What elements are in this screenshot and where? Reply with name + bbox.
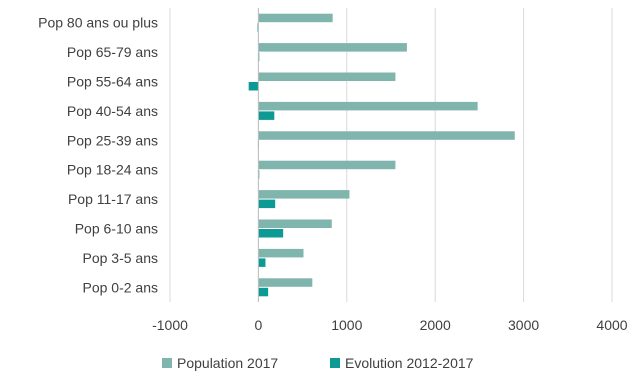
- legend-label-evolution-2012-2017: Evolution 2012-2017: [345, 355, 474, 371]
- category-labels: Pop 80 ans ou plus Pop 65-79 ans Pop 55-64…: [38, 15, 158, 296]
- population-2017-bar: [258, 43, 407, 52]
- population-2017-bar: [258, 160, 396, 170]
- legend-swatch-evolution-2012-2017: [330, 358, 340, 368]
- category-label: Pop 18-24 ans: [67, 162, 158, 178]
- population-2017-bar: [258, 72, 396, 81]
- category-label: Pop 55-64 ans: [67, 74, 158, 90]
- x-tick-label: 2000: [420, 317, 451, 333]
- tick-labels: -1000 0 1000 2000 3000 4000: [152, 317, 628, 333]
- category-label: Pop 80 ans ou plus: [38, 15, 158, 31]
- evolution-2012-2017-bar: [248, 82, 259, 91]
- category-label: Pop 3-5 ans: [83, 250, 159, 266]
- legend-label-population-2017: Population 2017: [177, 355, 278, 371]
- population-2017-bar: [258, 248, 304, 258]
- category-label: Pop 0-2 ans: [83, 279, 159, 295]
- population-2017-bar: [258, 131, 515, 140]
- category-label: Pop 11-17 ans: [68, 191, 158, 207]
- legend: Population 2017 Evolution 2012-2017: [162, 355, 474, 371]
- category-label: Pop 25-39 ans: [67, 132, 158, 148]
- population-2017-bar: [258, 13, 333, 23]
- gridlines: [169, 8, 613, 302]
- population-2017-bar: [258, 101, 478, 111]
- category-label: Pop 40-54 ans: [67, 103, 158, 119]
- evolution-2012-2017-bar: [258, 287, 269, 297]
- population-2017-bar: [258, 219, 332, 228]
- evolution-2012-2017-bar: [258, 229, 284, 238]
- population-2017-bar: [258, 190, 350, 199]
- x-tick-label: 0: [255, 317, 263, 333]
- x-tick-label: -1000: [152, 317, 188, 333]
- x-tick-label: 4000: [596, 317, 627, 333]
- category-label: Pop 65-79 ans: [67, 44, 158, 60]
- evolution-2012-2017-bar: [258, 258, 266, 267]
- bars: [248, 13, 515, 297]
- category-label: Pop 6-10 ans: [75, 221, 158, 237]
- population-2017-bar: [258, 278, 313, 287]
- x-tick-label: 1000: [331, 317, 362, 333]
- x-tick-label: 3000: [508, 317, 539, 333]
- legend-swatch-population-2017: [162, 358, 172, 368]
- evolution-2012-2017-bar: [258, 199, 276, 209]
- evolution-2012-2017-bar: [258, 111, 275, 120]
